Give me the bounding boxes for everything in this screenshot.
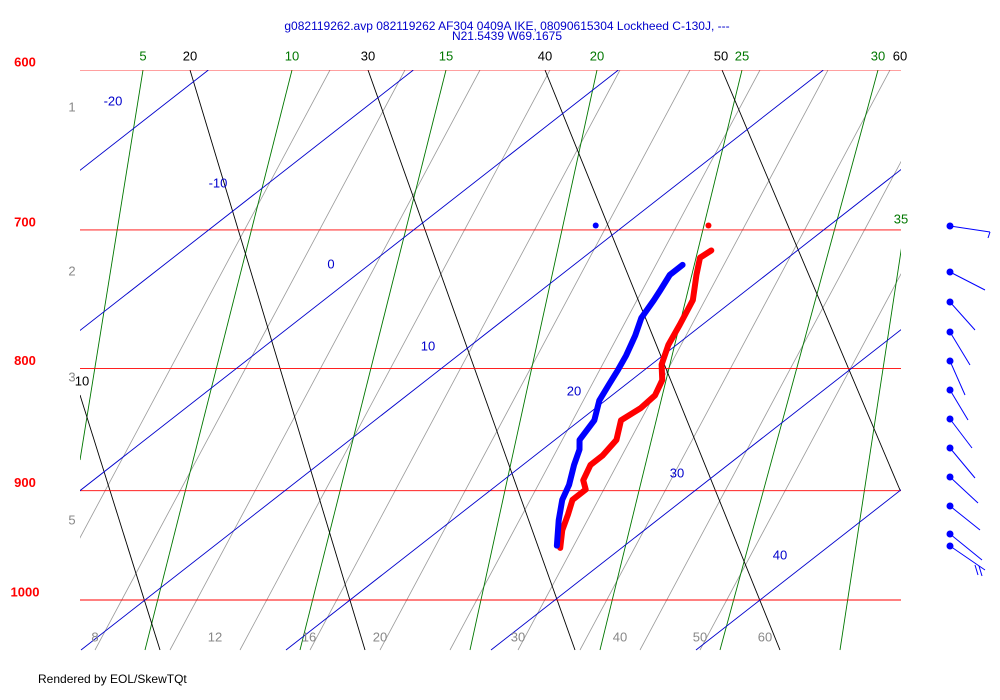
pressure-label: 600	[14, 54, 36, 69]
moist-adiabat-label: 15	[439, 48, 453, 63]
isotherm	[285, 168, 901, 651]
moist-adiabat-label: 5	[139, 48, 146, 63]
height-label: 1	[68, 99, 75, 114]
dewpoint-flight-level	[592, 222, 599, 229]
moist-adiabat-label: 25	[735, 48, 749, 63]
isotherm-label: 10	[421, 338, 435, 353]
mixing-ratio-label: 20	[373, 629, 387, 644]
mixing-ratio-label: 60	[758, 629, 772, 644]
isotherm-label: 20	[567, 383, 581, 398]
dry-adiabat-label: 30	[361, 48, 375, 63]
dry-adiabat-label: 40	[538, 48, 552, 63]
dry-adiabat-label: 10	[75, 373, 89, 388]
wind-barbs	[946, 222, 991, 577]
dewpoint-trace	[553, 261, 686, 549]
moist-adiabat-label: 30	[871, 48, 885, 63]
footer: Rendered by EOL/SkewTQt	[38, 672, 187, 686]
moist-adiabat-label: 10	[285, 48, 299, 63]
mixing-ratio-label: 30	[511, 629, 525, 644]
mixing-ratio-label: 16	[302, 629, 316, 644]
pressure-label: 900	[14, 475, 36, 490]
dry-adiabat-label: 20	[183, 48, 197, 63]
temperature-trace	[557, 247, 715, 551]
background-lines	[80, 70, 901, 651]
dry-adiabat-lines	[80, 70, 901, 651]
isotherm	[80, 70, 824, 651]
chart-title: g082119262.avp 082119262 AF304 0409A IKE…	[284, 19, 729, 33]
dry-adiabat-label: 50	[714, 48, 728, 63]
isotherm	[80, 70, 414, 332]
isotherm-label: -10	[209, 175, 228, 190]
chart-subtitle: N21.5439 W69.1675	[452, 29, 562, 43]
isotherm-label: 0	[327, 256, 334, 271]
isotherm	[80, 70, 619, 492]
mixing-ratio-label: 12	[208, 629, 222, 644]
pressure-label: 800	[14, 353, 36, 368]
pressure-label: 700	[14, 214, 36, 229]
moist-adiabat-lines	[80, 70, 901, 651]
isotherm	[695, 489, 901, 651]
mixing-ratio-lines	[80, 70, 901, 651]
dry-adiabat-label: 60	[893, 48, 907, 63]
mixing-ratio-label: 40	[613, 629, 627, 644]
height-label: 3	[68, 369, 75, 384]
mixing-ratio-label: 50	[693, 629, 707, 644]
isotherm-label: -20	[104, 93, 123, 108]
moist-adiabat-label: 20	[590, 48, 604, 63]
pressure-label: 1000	[11, 584, 40, 599]
isotherm-label: 30	[670, 465, 684, 480]
isotherm	[490, 329, 901, 651]
mixing-ratio-label: 8	[91, 629, 98, 644]
isotherm	[80, 70, 209, 171]
moist-adiabat-label: 35	[894, 211, 908, 226]
height-label: 5	[68, 512, 75, 527]
temperature-flight-level	[705, 222, 712, 229]
isotherm-label: 40	[773, 547, 787, 562]
plot-area	[80, 70, 901, 651]
height-label: 2	[68, 263, 75, 278]
